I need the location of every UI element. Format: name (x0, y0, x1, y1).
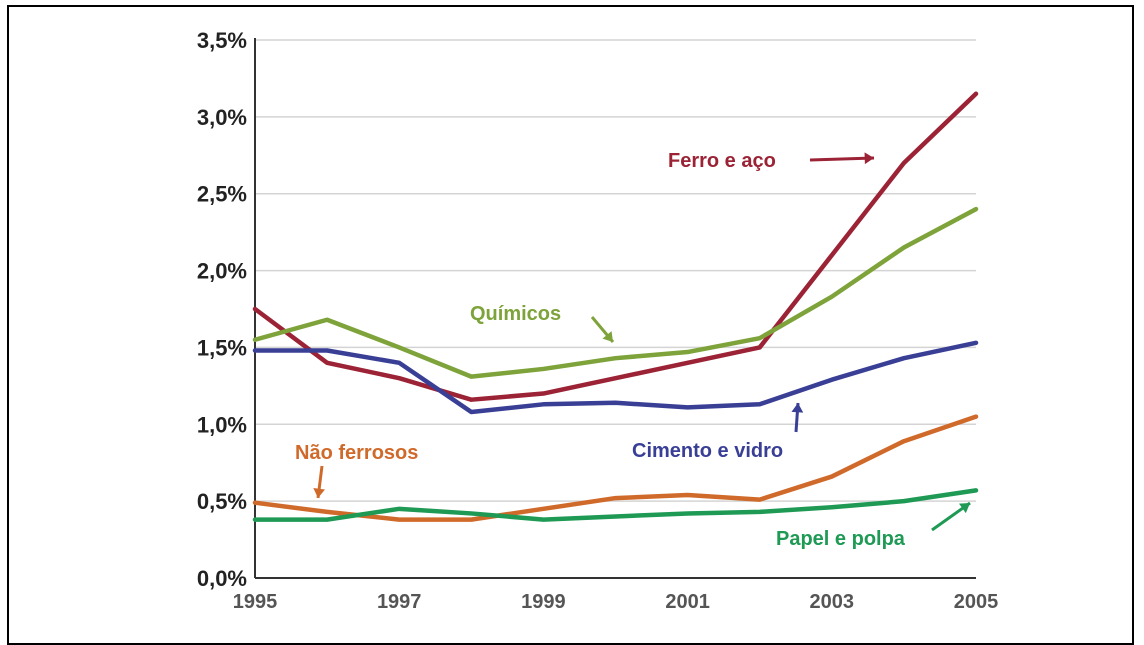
x-tick-label: 2003 (810, 591, 855, 613)
arrow-icon (959, 503, 970, 514)
series-line-cimento-e-vidro (252, 340, 979, 415)
x-tick-label: 1995 (233, 591, 278, 613)
series-label-nao-ferrosos: Não ferrosos (295, 442, 418, 464)
series-label-papel-e-polpa: Papel e polpa (776, 528, 906, 550)
x-tick-label: 2001 (665, 591, 710, 613)
arrow-icon (602, 331, 613, 342)
y-tick-label: 0,0% (197, 566, 247, 591)
series-line-ferro-e-aco (252, 91, 979, 402)
series-line-papel-e-polpa (252, 488, 979, 522)
leader-line (809, 156, 875, 162)
line-chart: 0,0% 0,5% 1,0% 1,5% 2,0% 2,5% 3,0% 3,5% 1995 1997… (197, 28, 999, 613)
arrow-icon (313, 488, 326, 498)
series-label-ferro-e-aco: Ferro e aço (668, 150, 776, 172)
x-tick-label: 2005 (954, 591, 999, 613)
series-label-cimento-e-vidro: Cimento e vidro (632, 440, 783, 462)
x-tick-label: 1997 (377, 591, 422, 613)
y-tick-label: 3,0% (197, 105, 247, 130)
y-tick-label: 0,5% (197, 489, 247, 514)
series-label-quimicos: Químicos (470, 303, 561, 325)
arrow-icon (791, 403, 804, 413)
arrow-icon (864, 152, 874, 165)
y-tick-label: 2,0% (197, 259, 247, 284)
x-tick-label: 1999 (521, 591, 566, 613)
chart-frame (7, 5, 1134, 645)
series-line-quimicos (252, 206, 979, 379)
y-tick-label: 1,5% (197, 335, 247, 360)
series-line-nao-ferrosos (252, 414, 979, 522)
y-tick-label: 2,5% (197, 182, 247, 207)
y-tick-label: 1,0% (197, 412, 247, 437)
y-tick-label: 3,5% (197, 28, 247, 53)
